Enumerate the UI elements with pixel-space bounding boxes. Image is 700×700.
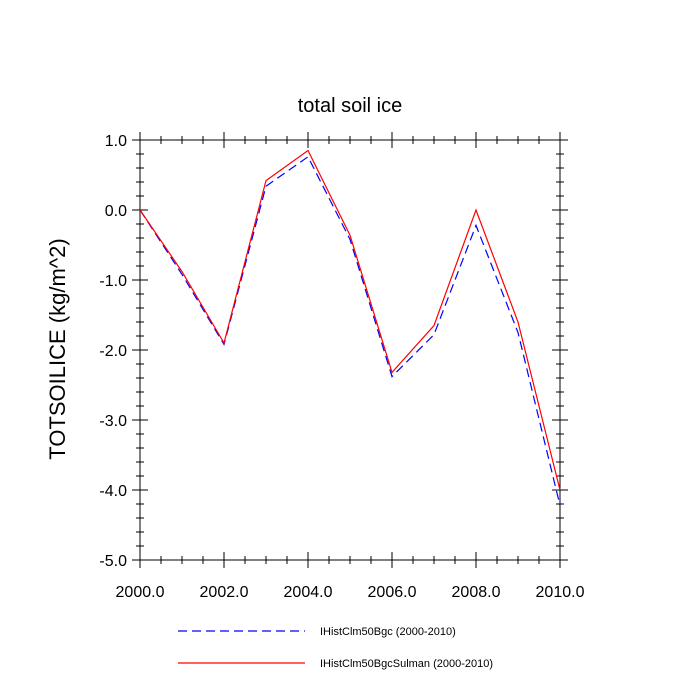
series-line-1	[139, 149, 561, 491]
legend-label-1: IHistClm50BgcSulman (2000-2010)	[320, 658, 493, 670]
legend: IHistClm50Bgc (2000-2010) IHistClm50BgcSu…	[178, 626, 493, 670]
y-tick-label: -3.0	[99, 413, 127, 430]
series-line-0	[139, 155, 561, 506]
series-group	[139, 149, 561, 506]
y-tick-label: -4.0	[99, 483, 127, 500]
plot-frame	[139, 139, 561, 561]
y-tick-label: 0.0	[105, 203, 127, 220]
y-axis-label: TOTSOILICE (kg/m^2)	[45, 238, 70, 459]
y-tick-label: -5.0	[99, 553, 127, 570]
legend-label-0: IHistClm50Bgc (2000-2010)	[320, 626, 456, 638]
x-tick-label: 2002.0	[200, 584, 249, 601]
chart-title: total soil ice	[298, 95, 403, 117]
x-tick-label: 2008.0	[452, 584, 501, 601]
y-tick-label: -2.0	[99, 343, 127, 360]
x-tick-label: 2006.0	[368, 584, 417, 601]
x-tick-label: 2004.0	[284, 584, 333, 601]
x-tick-label: 2010.0	[536, 584, 585, 601]
y-tick-label: 1.0	[105, 133, 127, 150]
axis-ticks: 1.0 0.0 -1.0 -2.0 -3.0 -4.0 -5.0 2000.0 2002.0 20…	[99, 132, 585, 601]
y-tick-label: -1.0	[99, 273, 127, 290]
x-tick-label: 2000.0	[116, 584, 165, 601]
